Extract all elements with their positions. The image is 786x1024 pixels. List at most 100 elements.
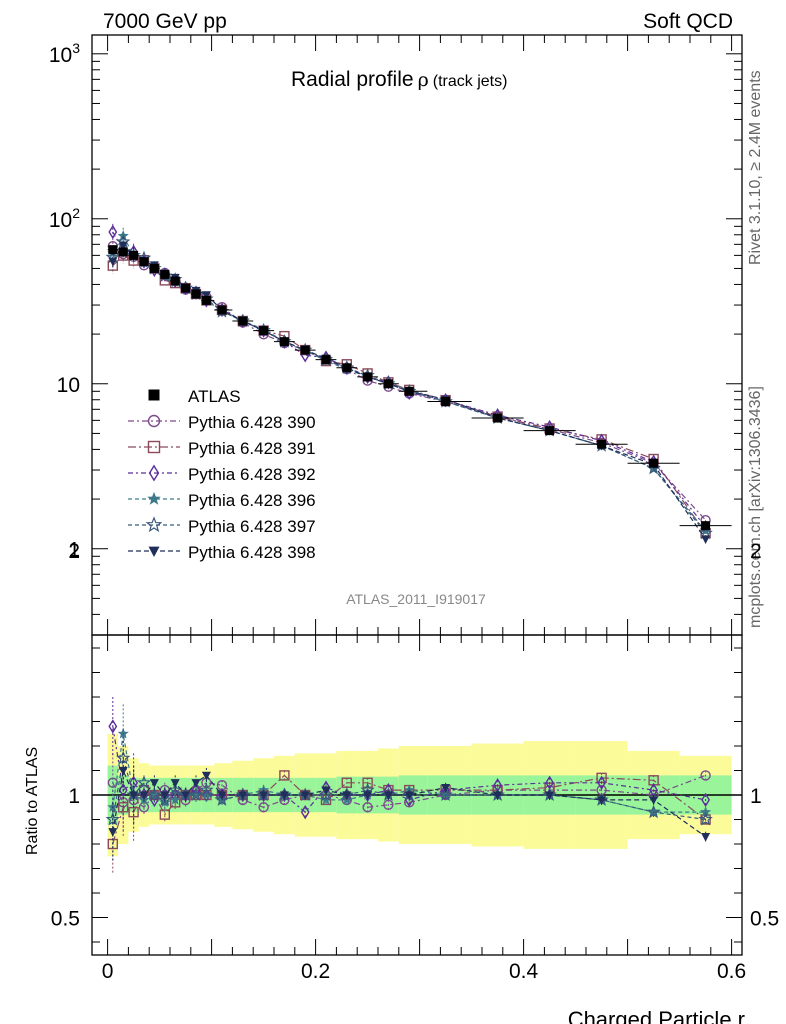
ratio-point xyxy=(188,787,204,802)
ratio-point xyxy=(139,791,149,800)
marker-triangle xyxy=(118,241,128,251)
marker-star xyxy=(646,804,661,819)
ratio-point xyxy=(190,789,202,800)
marker-triangle xyxy=(701,833,711,842)
marker-triangle xyxy=(201,291,211,300)
ratio-point xyxy=(597,796,607,805)
marker-square xyxy=(342,363,352,373)
marker-square xyxy=(147,440,161,454)
marker-star xyxy=(190,789,202,800)
ratio-point xyxy=(698,811,713,826)
marker-star xyxy=(700,525,712,536)
marker-triangle xyxy=(181,791,191,800)
marker-circle xyxy=(362,802,373,813)
marker-triangle xyxy=(701,535,711,544)
marker-triangle xyxy=(118,766,128,776)
ratio-point xyxy=(321,786,331,796)
marker-triangle xyxy=(108,257,118,267)
marker-square xyxy=(259,326,269,336)
header-left-label: 7000 GeV pp xyxy=(103,10,227,33)
marker-square xyxy=(117,802,129,813)
marker-triangle xyxy=(170,779,180,788)
legend-label: Pythia 6.428 392 xyxy=(188,465,316,484)
ratio-point xyxy=(117,802,129,813)
marker-diamond xyxy=(597,775,607,790)
atlas-point xyxy=(321,355,331,365)
y-tick-label-base: 10 xyxy=(49,44,72,67)
ratio-line xyxy=(112,758,706,821)
main-x-ticks xyxy=(107,35,733,635)
marker-diamond xyxy=(701,792,711,808)
ratio-point xyxy=(201,771,211,781)
marker-square xyxy=(139,257,149,267)
ratio-panel: 0.5 0.51 12 2 0 0.2 0.4 0.6 Ratio to ATLAS Cha… xyxy=(24,540,779,1024)
series-point xyxy=(108,224,118,240)
ratio-point xyxy=(383,791,393,800)
marker-square xyxy=(649,458,659,468)
marker-square xyxy=(159,809,171,820)
ratio-line xyxy=(112,774,706,845)
marker-triangle xyxy=(148,546,160,558)
y-tick-label-exponent: 2 xyxy=(72,205,80,221)
y-tick-label: 1 xyxy=(68,539,80,562)
marker-circle xyxy=(138,802,150,813)
atlas-point xyxy=(493,413,503,423)
series-point xyxy=(108,257,118,267)
ratio-y-axis-label: Ratio to ATLAS xyxy=(24,747,41,855)
ratio-point xyxy=(147,787,162,802)
marker-square xyxy=(217,305,227,315)
legend-label: Pythia 6.428 390 xyxy=(188,413,316,432)
marker-square xyxy=(148,389,160,401)
marker-triangle xyxy=(300,791,310,800)
marker-triangle xyxy=(108,828,118,837)
marker-triangle xyxy=(259,791,269,800)
series-point xyxy=(201,291,211,300)
marker-star xyxy=(214,792,230,806)
ratio-point xyxy=(701,792,711,808)
ratio-point xyxy=(199,782,214,797)
marker-square xyxy=(181,283,191,293)
atlas-point xyxy=(279,337,289,347)
ratio-point xyxy=(191,779,201,788)
atlas-point xyxy=(649,458,659,468)
marker-triangle xyxy=(217,791,227,800)
ratio-y-ticks: 0.5 0.51 12 2 xyxy=(51,540,779,943)
ratio-point xyxy=(362,802,373,813)
legend-marker xyxy=(147,414,161,428)
marker-diamond xyxy=(148,464,160,482)
marker-star xyxy=(698,811,713,826)
ratio-point xyxy=(214,792,230,806)
ratio-x-ticks: 0 0.2 0.4 0.6 xyxy=(102,635,746,983)
y-tick-label: 103 xyxy=(49,40,80,67)
atlas-point xyxy=(545,426,555,436)
atlas-point xyxy=(181,283,191,293)
ratio-point xyxy=(157,792,172,806)
atlas-point xyxy=(118,247,128,257)
marker-star xyxy=(318,787,334,802)
ratio-point xyxy=(404,791,414,800)
marker-square xyxy=(160,269,170,279)
atlas-point xyxy=(217,305,227,315)
ratio-plot-area xyxy=(105,697,713,874)
ratio-point xyxy=(148,789,160,800)
marker-triangle xyxy=(493,791,503,800)
ratio-point xyxy=(238,791,248,800)
marker-square xyxy=(201,295,211,305)
ratio-point xyxy=(169,794,181,805)
ratio-point xyxy=(493,791,503,800)
atlas-point xyxy=(139,257,149,267)
marker-triangle xyxy=(363,791,373,800)
marker-circle xyxy=(147,414,161,428)
atlas-point xyxy=(259,326,269,336)
atlas-point xyxy=(129,250,139,260)
atlas-point xyxy=(300,345,310,355)
ratio-y-tick-label: 1 xyxy=(750,785,762,808)
marker-square xyxy=(493,413,503,423)
marker-triangle xyxy=(404,791,414,800)
legend-marker xyxy=(147,440,161,454)
ratio-point xyxy=(300,804,310,820)
marker-triangle xyxy=(191,779,201,788)
legend-marker xyxy=(145,516,163,533)
ratio-point xyxy=(700,806,712,817)
x-tick-label: 0 xyxy=(102,960,114,983)
